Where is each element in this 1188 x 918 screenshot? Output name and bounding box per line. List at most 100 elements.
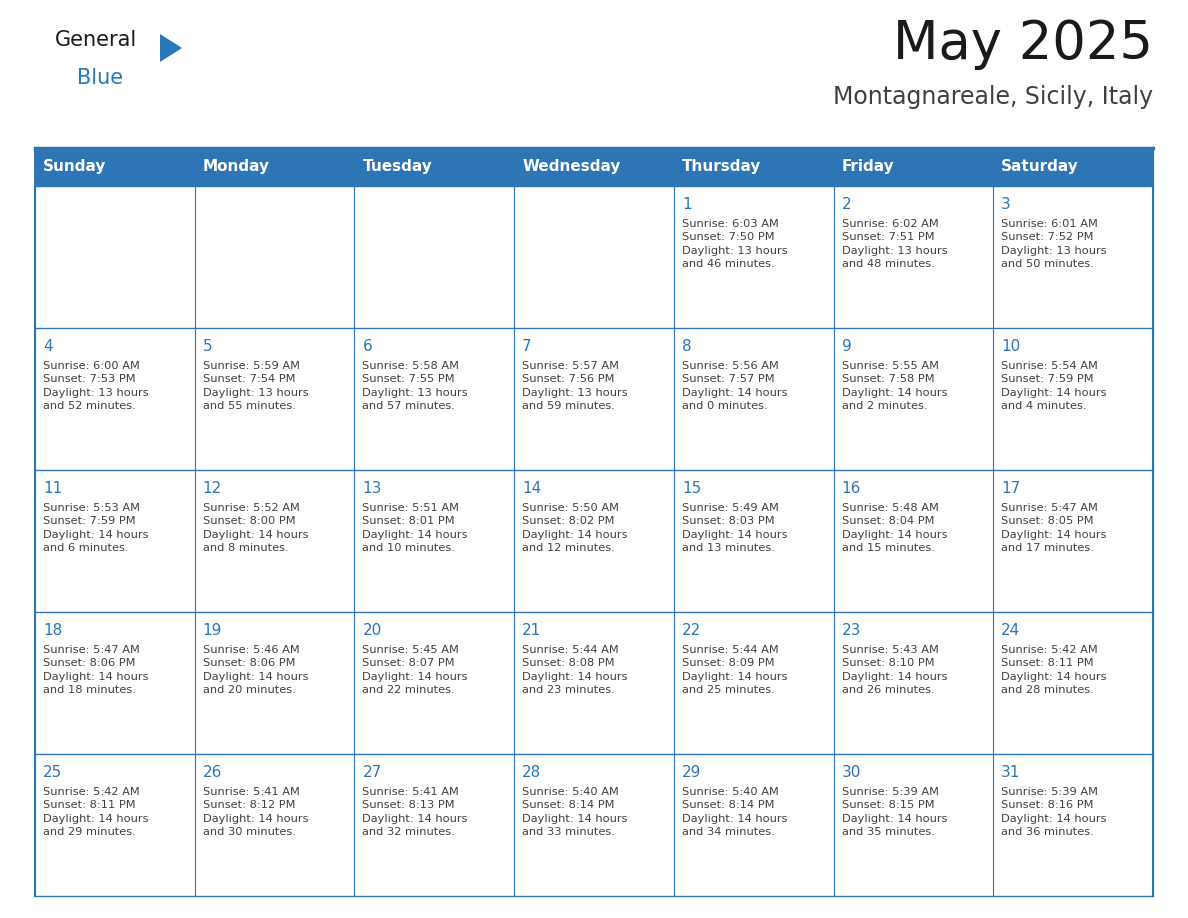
- Text: 15: 15: [682, 481, 701, 497]
- Bar: [34, 186, 195, 328]
- Bar: [674, 328, 834, 470]
- Bar: [514, 754, 674, 896]
- Text: 3: 3: [1001, 197, 1011, 212]
- Bar: [195, 186, 354, 328]
- Text: Sunrise: 5:58 AM
Sunset: 7:55 PM
Daylight: 13 hours
and 57 minutes.: Sunrise: 5:58 AM Sunset: 7:55 PM Dayligh…: [362, 361, 468, 411]
- Bar: [195, 470, 354, 612]
- Text: Saturday: Saturday: [1001, 160, 1079, 174]
- Text: 12: 12: [203, 481, 222, 497]
- Bar: [834, 328, 993, 470]
- Text: Sunrise: 6:00 AM
Sunset: 7:53 PM
Daylight: 13 hours
and 52 minutes.: Sunrise: 6:00 AM Sunset: 7:53 PM Dayligh…: [43, 361, 148, 411]
- Text: Monday: Monday: [203, 160, 270, 174]
- Bar: [834, 470, 993, 612]
- Text: Sunrise: 5:47 AM
Sunset: 8:06 PM
Daylight: 14 hours
and 18 minutes.: Sunrise: 5:47 AM Sunset: 8:06 PM Dayligh…: [43, 644, 148, 696]
- Bar: [34, 148, 1154, 186]
- Text: Sunrise: 5:55 AM
Sunset: 7:58 PM
Daylight: 14 hours
and 2 minutes.: Sunrise: 5:55 AM Sunset: 7:58 PM Dayligh…: [841, 361, 947, 411]
- Bar: [834, 754, 993, 896]
- Text: General: General: [55, 30, 138, 50]
- Text: Sunrise: 5:40 AM
Sunset: 8:14 PM
Daylight: 14 hours
and 33 minutes.: Sunrise: 5:40 AM Sunset: 8:14 PM Dayligh…: [523, 787, 627, 837]
- Text: Sunrise: 5:51 AM
Sunset: 8:01 PM
Daylight: 14 hours
and 10 minutes.: Sunrise: 5:51 AM Sunset: 8:01 PM Dayligh…: [362, 503, 468, 554]
- Text: Blue: Blue: [77, 68, 124, 88]
- Text: 14: 14: [523, 481, 542, 497]
- Bar: [34, 470, 195, 612]
- Bar: [514, 612, 674, 754]
- Text: 20: 20: [362, 623, 381, 638]
- Text: Sunrise: 5:44 AM
Sunset: 8:08 PM
Daylight: 14 hours
and 23 minutes.: Sunrise: 5:44 AM Sunset: 8:08 PM Dayligh…: [523, 644, 627, 696]
- Text: Sunday: Sunday: [43, 160, 107, 174]
- Bar: [354, 612, 514, 754]
- Bar: [354, 754, 514, 896]
- Bar: [993, 328, 1154, 470]
- Text: Sunrise: 5:52 AM
Sunset: 8:00 PM
Daylight: 14 hours
and 8 minutes.: Sunrise: 5:52 AM Sunset: 8:00 PM Dayligh…: [203, 503, 308, 554]
- Bar: [354, 328, 514, 470]
- Text: 16: 16: [841, 481, 861, 497]
- Text: 26: 26: [203, 766, 222, 780]
- Bar: [354, 470, 514, 612]
- Bar: [993, 470, 1154, 612]
- Bar: [195, 328, 354, 470]
- Text: Sunrise: 5:42 AM
Sunset: 8:11 PM
Daylight: 14 hours
and 28 minutes.: Sunrise: 5:42 AM Sunset: 8:11 PM Dayligh…: [1001, 644, 1107, 696]
- Text: 22: 22: [682, 623, 701, 638]
- Text: 9: 9: [841, 340, 852, 354]
- Text: 2: 2: [841, 197, 851, 212]
- Text: 31: 31: [1001, 766, 1020, 780]
- Text: 24: 24: [1001, 623, 1020, 638]
- Text: May 2025: May 2025: [893, 18, 1154, 70]
- Bar: [993, 612, 1154, 754]
- Bar: [993, 754, 1154, 896]
- Text: Sunrise: 5:46 AM
Sunset: 8:06 PM
Daylight: 14 hours
and 20 minutes.: Sunrise: 5:46 AM Sunset: 8:06 PM Dayligh…: [203, 644, 308, 696]
- Bar: [34, 754, 195, 896]
- Text: Sunrise: 5:50 AM
Sunset: 8:02 PM
Daylight: 14 hours
and 12 minutes.: Sunrise: 5:50 AM Sunset: 8:02 PM Dayligh…: [523, 503, 627, 554]
- Bar: [354, 186, 514, 328]
- Text: Sunrise: 6:03 AM
Sunset: 7:50 PM
Daylight: 13 hours
and 46 minutes.: Sunrise: 6:03 AM Sunset: 7:50 PM Dayligh…: [682, 218, 788, 270]
- Text: 5: 5: [203, 340, 213, 354]
- Text: Sunrise: 6:01 AM
Sunset: 7:52 PM
Daylight: 13 hours
and 50 minutes.: Sunrise: 6:01 AM Sunset: 7:52 PM Dayligh…: [1001, 218, 1107, 270]
- Text: Sunrise: 5:41 AM
Sunset: 8:13 PM
Daylight: 14 hours
and 32 minutes.: Sunrise: 5:41 AM Sunset: 8:13 PM Dayligh…: [362, 787, 468, 837]
- Text: Montagnareale, Sicily, Italy: Montagnareale, Sicily, Italy: [833, 85, 1154, 109]
- Text: Thursday: Thursday: [682, 160, 762, 174]
- Text: 18: 18: [43, 623, 62, 638]
- Bar: [674, 470, 834, 612]
- Bar: [195, 612, 354, 754]
- Text: 1: 1: [682, 197, 691, 212]
- Text: Sunrise: 5:53 AM
Sunset: 7:59 PM
Daylight: 14 hours
and 6 minutes.: Sunrise: 5:53 AM Sunset: 7:59 PM Dayligh…: [43, 503, 148, 554]
- Text: Sunrise: 5:59 AM
Sunset: 7:54 PM
Daylight: 13 hours
and 55 minutes.: Sunrise: 5:59 AM Sunset: 7:54 PM Dayligh…: [203, 361, 309, 411]
- Text: 23: 23: [841, 623, 861, 638]
- Text: Sunrise: 6:02 AM
Sunset: 7:51 PM
Daylight: 13 hours
and 48 minutes.: Sunrise: 6:02 AM Sunset: 7:51 PM Dayligh…: [841, 218, 947, 270]
- Bar: [514, 186, 674, 328]
- Text: Sunrise: 5:39 AM
Sunset: 8:15 PM
Daylight: 14 hours
and 35 minutes.: Sunrise: 5:39 AM Sunset: 8:15 PM Dayligh…: [841, 787, 947, 837]
- Bar: [834, 186, 993, 328]
- Text: Sunrise: 5:45 AM
Sunset: 8:07 PM
Daylight: 14 hours
and 22 minutes.: Sunrise: 5:45 AM Sunset: 8:07 PM Dayligh…: [362, 644, 468, 696]
- Text: 21: 21: [523, 623, 542, 638]
- Polygon shape: [160, 34, 182, 62]
- Text: 29: 29: [682, 766, 701, 780]
- Text: 11: 11: [43, 481, 62, 497]
- Text: 25: 25: [43, 766, 62, 780]
- Text: 19: 19: [203, 623, 222, 638]
- Text: 17: 17: [1001, 481, 1020, 497]
- Text: 7: 7: [523, 340, 532, 354]
- Bar: [674, 186, 834, 328]
- Text: 27: 27: [362, 766, 381, 780]
- Text: 28: 28: [523, 766, 542, 780]
- Text: 8: 8: [682, 340, 691, 354]
- Text: Sunrise: 5:40 AM
Sunset: 8:14 PM
Daylight: 14 hours
and 34 minutes.: Sunrise: 5:40 AM Sunset: 8:14 PM Dayligh…: [682, 787, 788, 837]
- Bar: [674, 754, 834, 896]
- Bar: [34, 328, 195, 470]
- Text: Sunrise: 5:57 AM
Sunset: 7:56 PM
Daylight: 13 hours
and 59 minutes.: Sunrise: 5:57 AM Sunset: 7:56 PM Dayligh…: [523, 361, 627, 411]
- Bar: [514, 470, 674, 612]
- Text: Sunrise: 5:49 AM
Sunset: 8:03 PM
Daylight: 14 hours
and 13 minutes.: Sunrise: 5:49 AM Sunset: 8:03 PM Dayligh…: [682, 503, 788, 554]
- Text: Sunrise: 5:47 AM
Sunset: 8:05 PM
Daylight: 14 hours
and 17 minutes.: Sunrise: 5:47 AM Sunset: 8:05 PM Dayligh…: [1001, 503, 1107, 554]
- Bar: [834, 612, 993, 754]
- Text: Sunrise: 5:43 AM
Sunset: 8:10 PM
Daylight: 14 hours
and 26 minutes.: Sunrise: 5:43 AM Sunset: 8:10 PM Dayligh…: [841, 644, 947, 696]
- Text: Sunrise: 5:44 AM
Sunset: 8:09 PM
Daylight: 14 hours
and 25 minutes.: Sunrise: 5:44 AM Sunset: 8:09 PM Dayligh…: [682, 644, 788, 696]
- Text: Friday: Friday: [841, 160, 895, 174]
- Text: Sunrise: 5:39 AM
Sunset: 8:16 PM
Daylight: 14 hours
and 36 minutes.: Sunrise: 5:39 AM Sunset: 8:16 PM Dayligh…: [1001, 787, 1107, 837]
- Text: 4: 4: [43, 340, 52, 354]
- Text: Sunrise: 5:41 AM
Sunset: 8:12 PM
Daylight: 14 hours
and 30 minutes.: Sunrise: 5:41 AM Sunset: 8:12 PM Dayligh…: [203, 787, 308, 837]
- Text: Wednesday: Wednesday: [523, 160, 620, 174]
- Text: 30: 30: [841, 766, 861, 780]
- Text: 6: 6: [362, 340, 372, 354]
- Text: 10: 10: [1001, 340, 1020, 354]
- Bar: [993, 186, 1154, 328]
